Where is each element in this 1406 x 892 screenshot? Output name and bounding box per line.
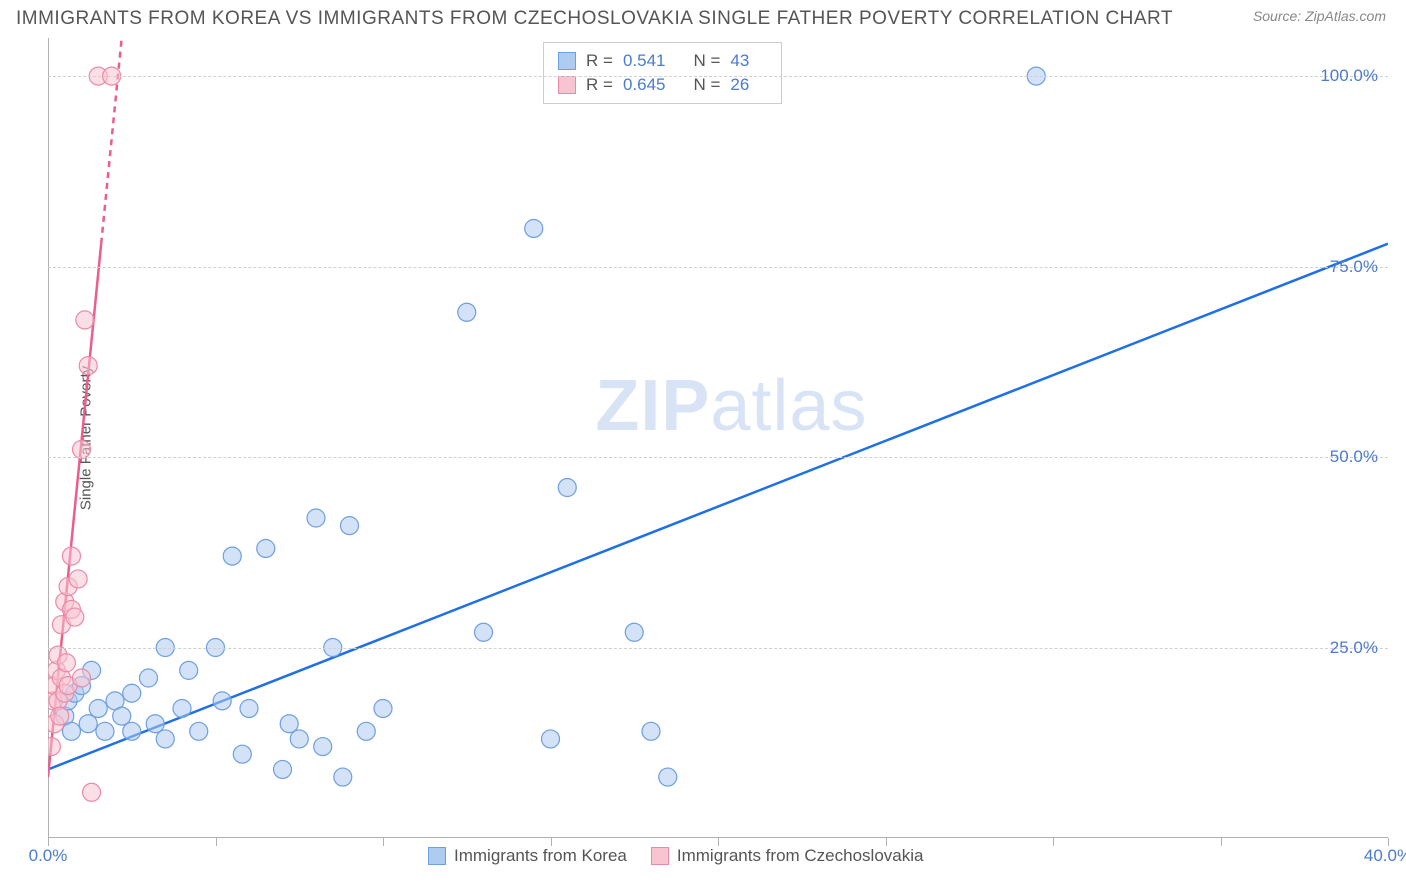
x-tick (48, 838, 49, 846)
legend-series-item: Immigrants from Korea (428, 846, 627, 866)
n-label: N = (693, 75, 720, 95)
x-tick (383, 838, 384, 846)
source-attribution: Source: ZipAtlas.com (1253, 8, 1386, 24)
r-label: R = (586, 51, 613, 71)
legend-swatch-icon (428, 847, 446, 865)
y-tick-label: 50.0% (1330, 447, 1378, 467)
x-tick (1388, 838, 1389, 846)
y-tick-label: 25.0% (1330, 638, 1378, 658)
legend-stat-row: R = 0.541 N = 43 (558, 49, 767, 73)
y-tick-label: 75.0% (1330, 257, 1378, 277)
r-value: 0.541 (623, 51, 666, 71)
gridline (48, 457, 1388, 458)
n-label: N = (693, 51, 720, 71)
n-value: 26 (730, 75, 749, 95)
y-tick-label: 100.0% (1320, 66, 1378, 86)
x-tick (718, 838, 719, 846)
legend-swatch-icon (651, 847, 669, 865)
gridline (48, 648, 1388, 649)
r-label: R = (586, 75, 613, 95)
scatter-plot (48, 38, 1388, 838)
legend-series: Immigrants from Korea Immigrants from Cz… (428, 846, 923, 866)
x-tick (1221, 838, 1222, 846)
legend-swatch-icon (558, 76, 576, 94)
legend-series-item: Immigrants from Czechoslovakia (651, 846, 924, 866)
x-tick-label: 0.0% (29, 846, 68, 866)
chart-title: IMMIGRANTS FROM KOREA VS IMMIGRANTS FROM… (16, 8, 1173, 30)
x-tick-label: 40.0% (1364, 846, 1406, 866)
x-tick (216, 838, 217, 846)
r-value: 0.645 (623, 75, 666, 95)
gridline (48, 267, 1388, 268)
gridline (48, 76, 1388, 77)
legend-swatch-icon (558, 52, 576, 70)
x-tick (886, 838, 887, 846)
n-value: 43 (730, 51, 749, 71)
legend-series-label: Immigrants from Czechoslovakia (677, 846, 924, 866)
legend-stats: R = 0.541 N = 43 R = 0.645 N = 26 (543, 42, 782, 104)
legend-series-label: Immigrants from Korea (454, 846, 627, 866)
x-tick (1053, 838, 1054, 846)
x-tick (551, 838, 552, 846)
chart-area: Single Father Poverty ZIPatlas R = 0.541… (48, 38, 1388, 838)
